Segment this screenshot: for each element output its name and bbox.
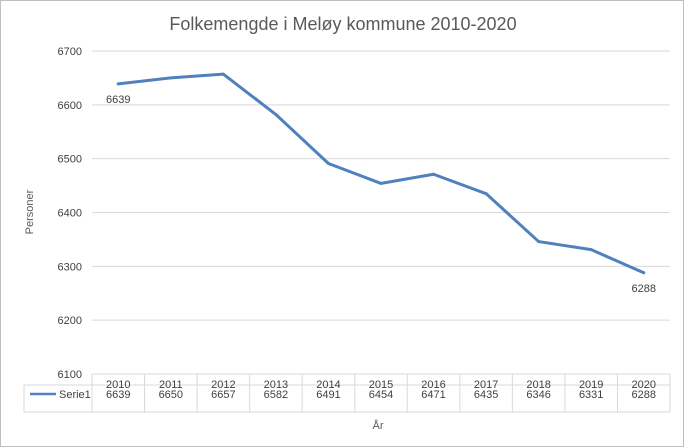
data-labels: 6639 6288 bbox=[106, 94, 656, 295]
table-value-cell: 6435 bbox=[474, 389, 498, 401]
y-tick-label: 6500 bbox=[58, 154, 82, 166]
x-tick-label: 2018 bbox=[526, 379, 550, 391]
x-tick-label: 2013 bbox=[264, 379, 288, 391]
data-point bbox=[642, 271, 646, 275]
table-value-cell: 6650 bbox=[159, 389, 183, 401]
table-value-cell: 6657 bbox=[211, 389, 235, 401]
x-tick-label: 2016 bbox=[421, 379, 445, 391]
x-tick-label: 2012 bbox=[211, 379, 235, 391]
table-value-cell: 6471 bbox=[421, 389, 445, 401]
gridlines bbox=[92, 50, 670, 375]
table-value-cell: 6582 bbox=[264, 389, 288, 401]
x-tick-label: 2019 bbox=[579, 379, 603, 391]
y-tick-label: 6700 bbox=[58, 46, 82, 58]
table-value-cell: 6331 bbox=[579, 389, 603, 401]
table-value-cell: 6491 bbox=[316, 389, 340, 401]
y-tick-label: 6300 bbox=[58, 261, 82, 273]
table-value-cell: 6454 bbox=[369, 389, 393, 401]
y-axis-title: Personer bbox=[24, 189, 36, 234]
data-point bbox=[221, 72, 225, 76]
data-point bbox=[484, 192, 488, 196]
data-label: 6288 bbox=[631, 283, 655, 295]
x-tick-label: 2011 bbox=[159, 379, 183, 391]
x-tick-label: 2020 bbox=[631, 379, 655, 391]
data-point bbox=[326, 162, 330, 166]
series-line bbox=[116, 72, 646, 275]
data-point bbox=[116, 82, 120, 86]
data-point bbox=[589, 248, 593, 252]
y-tick-label: 6200 bbox=[58, 315, 82, 327]
table-value-cell: 6639 bbox=[106, 389, 130, 401]
y-tick-label: 6100 bbox=[58, 369, 82, 381]
series-line-serie1 bbox=[116, 72, 646, 275]
y-axis-ticks: 6100 6200 6300 6400 6500 6600 6700 bbox=[58, 46, 82, 381]
data-table: 2010 2011 2012 2013 2014 2015 2016 2017 2018 2019… bbox=[23, 374, 671, 413]
data-point bbox=[274, 113, 278, 117]
y-tick-label: 6400 bbox=[58, 208, 82, 220]
data-point bbox=[379, 181, 383, 185]
chart-title: Folkemengde i Meløy kommune 2010-2020 bbox=[169, 14, 516, 34]
data-label: 6639 bbox=[106, 94, 130, 106]
data-point bbox=[432, 172, 436, 176]
legend-label: Serie1 bbox=[59, 389, 91, 401]
data-point bbox=[169, 76, 173, 80]
x-tick-label: 2017 bbox=[474, 379, 498, 391]
data-point bbox=[537, 240, 541, 244]
y-tick-label: 6600 bbox=[58, 100, 82, 112]
x-tick-label: 2010 bbox=[106, 379, 130, 391]
table-value-cell: 6346 bbox=[526, 389, 550, 401]
table-value-cell: 6288 bbox=[631, 389, 655, 401]
x-axis-title: År bbox=[373, 419, 384, 432]
x-tick-label: 2015 bbox=[369, 379, 393, 391]
x-tick-label: 2014 bbox=[316, 379, 340, 391]
